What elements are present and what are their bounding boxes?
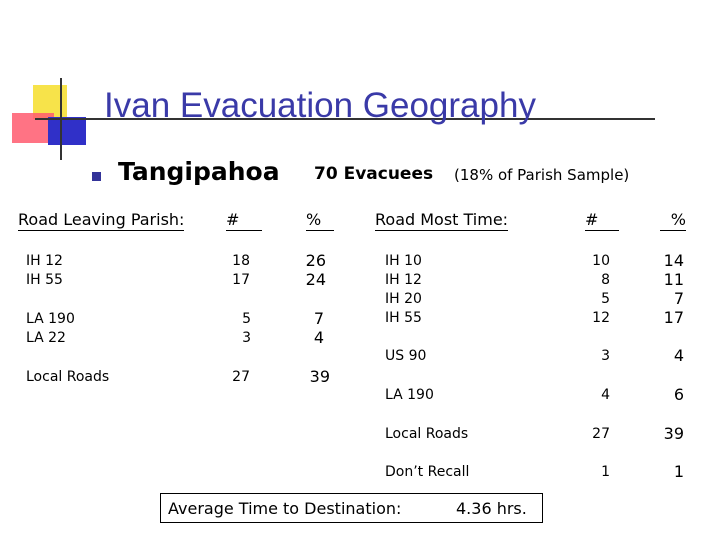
right-header-count: #	[585, 210, 619, 231]
average-time-box	[160, 493, 543, 523]
slide-title: Ivan Evacuation Geography	[104, 86, 536, 125]
average-time-value: 4.36 hrs.	[456, 499, 527, 518]
decor-square-blue	[48, 117, 86, 145]
right-row-road: LA 190	[385, 387, 434, 403]
right-row-pct: 7	[673, 289, 684, 308]
right-row-pct: 1	[673, 462, 684, 481]
average-time-label: Average Time to Destination:	[168, 499, 402, 518]
right-row-road: IH 12	[385, 272, 422, 288]
right-row-road: Don’t Recall	[385, 464, 470, 480]
right-row-pct: 14	[663, 251, 684, 270]
right-header-road: Road Most Time:	[375, 210, 509, 231]
right-row-road: US 90	[385, 348, 427, 364]
left-row-road: LA 22	[26, 330, 66, 346]
right-row-count: 8	[601, 272, 610, 288]
sample-note: (18% of Parish Sample)	[454, 166, 630, 184]
left-row-road: LA 190	[26, 311, 75, 327]
title-underline	[35, 118, 655, 120]
right-row-count: 27	[592, 426, 610, 442]
left-row-count: 3	[242, 330, 251, 346]
right-row-pct: 39	[663, 424, 684, 443]
evacuee-count: 70 Evacuees	[314, 164, 434, 184]
right-row-pct: 6	[673, 385, 684, 404]
left-row-pct: 26	[305, 251, 326, 270]
left-row-pct: 7	[313, 309, 324, 328]
left-row-pct: 4	[313, 328, 324, 347]
left-row-count: 5	[242, 311, 251, 327]
right-row-count: 3	[601, 348, 610, 364]
right-row-count: 5	[601, 291, 610, 307]
left-row-road: IH 12	[26, 253, 63, 269]
right-row-road: IH 55	[385, 310, 422, 326]
right-row-pct: 4	[673, 346, 684, 365]
left-row-pct: 24	[305, 270, 326, 289]
right-row-count: 1	[601, 464, 610, 480]
right-row-road: IH 10	[385, 253, 422, 269]
bullet-icon	[92, 172, 101, 181]
left-row-road: IH 55	[26, 272, 63, 288]
left-header-road: Road Leaving Parish:	[18, 210, 185, 231]
right-row-pct: 11	[663, 270, 684, 289]
left-row-road: Local Roads	[26, 369, 110, 385]
left-header-count: #	[226, 210, 262, 231]
left-row-pct: 39	[309, 367, 330, 386]
right-row-pct: 17	[663, 308, 684, 327]
left-header-pct: %	[306, 210, 334, 231]
right-row-count: 4	[601, 387, 610, 403]
right-header-pct: %	[660, 210, 686, 231]
left-row-count: 18	[232, 253, 250, 269]
right-row-road: IH 20	[385, 291, 422, 307]
right-row-count: 10	[592, 253, 610, 269]
left-row-count: 17	[232, 272, 250, 288]
left-row-count: 27	[232, 369, 250, 385]
right-row-road: Local Roads	[385, 426, 469, 442]
right-row-count: 12	[592, 310, 610, 326]
region-name: Tangipahoa	[118, 157, 280, 186]
